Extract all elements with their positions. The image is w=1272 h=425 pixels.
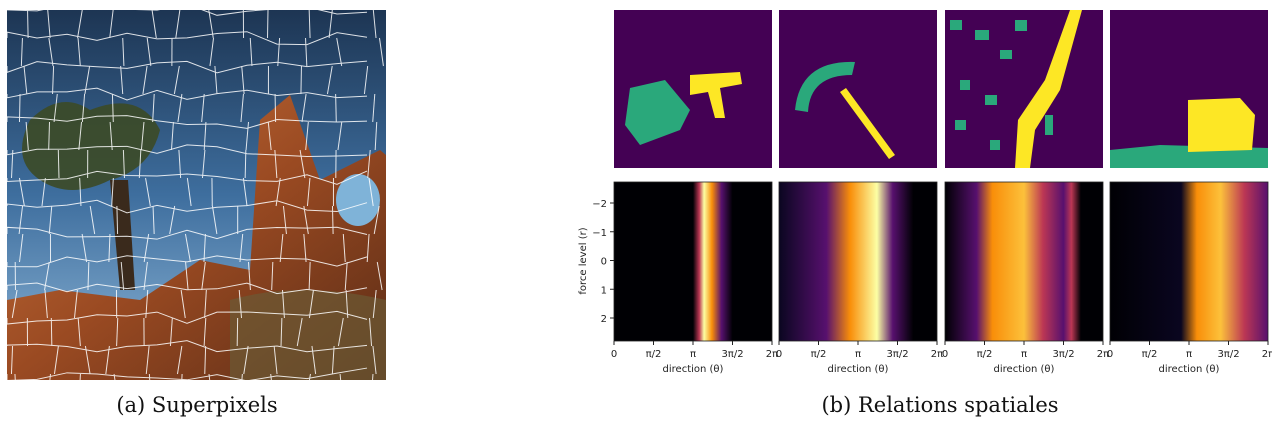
caption: (b) Relations spatiales xyxy=(821,393,1058,417)
y-tick-label: −2 xyxy=(592,199,607,210)
x-tick-label: 3π/2 xyxy=(721,349,743,360)
x-tick-label: 0 xyxy=(611,349,617,360)
superpixel-edge xyxy=(117,206,118,234)
superpixel-edge xyxy=(336,94,337,122)
x-tick-label: π xyxy=(855,349,861,360)
x-tick-label: π/2 xyxy=(1142,349,1158,360)
y-tick-label: 0 xyxy=(601,257,607,268)
superpixel-edge xyxy=(28,10,29,38)
x-tick-label: π xyxy=(690,349,696,360)
x-tick-label: 0 xyxy=(942,349,948,360)
x-tick-label: 3π/2 xyxy=(1052,349,1074,360)
mask-panels xyxy=(614,10,1268,168)
x-tick-label: π xyxy=(1021,349,1027,360)
x-axis-label: direction (θ) xyxy=(1159,364,1220,375)
x-tick-label: π/2 xyxy=(811,349,827,360)
y-tick-label: 2 xyxy=(601,314,607,325)
x-axis-label: direction (θ) xyxy=(994,364,1055,375)
x-tick-label: 0 xyxy=(1107,349,1113,360)
x-tick-label: π/2 xyxy=(646,349,662,360)
y-tick-label: −1 xyxy=(592,228,607,239)
superpixel-edge xyxy=(51,318,52,346)
superpixel-photo xyxy=(7,4,386,402)
figure: force level (r) (a) Superpixels (b) Rela… xyxy=(0,0,1272,425)
x-tick-label: 3π/2 xyxy=(886,349,908,360)
superpixel-edge xyxy=(245,150,246,178)
x-tick-label: π/2 xyxy=(977,349,993,360)
x-axis-label: direction (θ) xyxy=(663,364,724,375)
superpixel-edge xyxy=(301,66,302,94)
superpixel-edge xyxy=(19,94,20,122)
x-axis-label: direction (θ) xyxy=(828,364,889,375)
y-tick-label: 1 xyxy=(601,285,607,296)
y-axis-label: force level (r) xyxy=(578,227,589,294)
x-tick-label: π xyxy=(1186,349,1192,360)
x-tick-label: 2π xyxy=(1262,349,1272,360)
heatmaps xyxy=(614,182,1268,341)
x-tick-label: 3π/2 xyxy=(1217,349,1239,360)
x-tick-label: 0 xyxy=(776,349,782,360)
superpixel-edge xyxy=(332,206,333,234)
superpixel-edge xyxy=(58,150,59,178)
caption: (a) Superpixels xyxy=(116,393,277,417)
